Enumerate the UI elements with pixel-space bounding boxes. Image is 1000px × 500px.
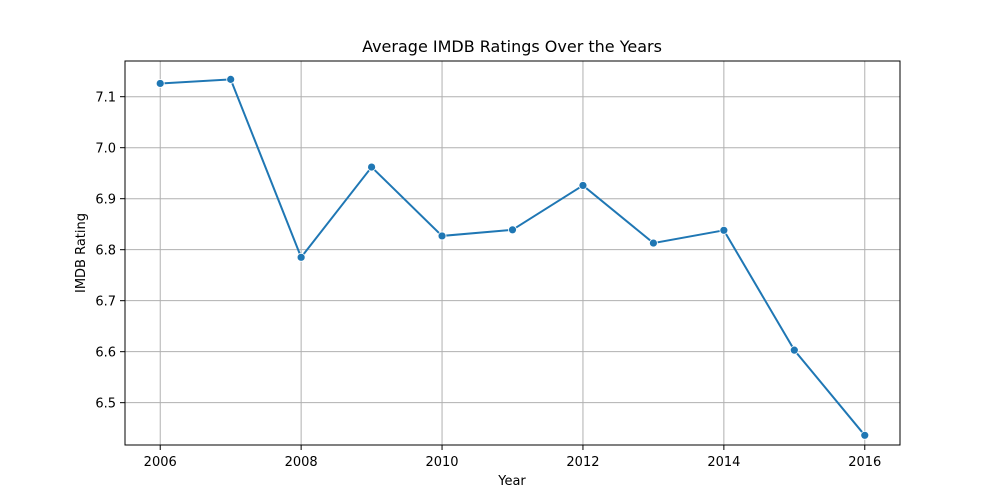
x-tick-label: 2006 xyxy=(144,455,177,470)
data-point xyxy=(789,345,799,355)
series-line xyxy=(160,78,866,436)
y-tick-label: 6.7 xyxy=(95,295,116,310)
data-point xyxy=(508,225,517,235)
data-point xyxy=(367,162,376,172)
data-point xyxy=(860,430,870,440)
series xyxy=(155,74,870,440)
data-point xyxy=(296,252,306,262)
y-tick-label: 6.6 xyxy=(95,346,116,361)
data-point xyxy=(649,238,658,248)
plot-frame xyxy=(124,60,901,446)
y-tick-label: 7.1 xyxy=(95,91,116,106)
y-tick-label: 7.0 xyxy=(95,142,116,157)
y-tick-label: 6.8 xyxy=(95,244,116,259)
y-tick-label: 6.5 xyxy=(95,397,116,412)
data-point xyxy=(578,181,588,190)
data-point xyxy=(155,79,165,88)
x-tick-label: 2012 xyxy=(566,455,599,470)
grid xyxy=(125,61,900,445)
y-tick-label: 6.9 xyxy=(95,193,116,208)
x-tick-label: 2008 xyxy=(285,455,318,470)
data-point xyxy=(226,74,236,84)
data-point xyxy=(719,225,729,235)
data-point xyxy=(437,231,447,241)
x-tick-label: 2016 xyxy=(848,455,881,470)
chart-title: Average IMDB Ratings Over the Years xyxy=(362,37,662,56)
y-axis-label: IMDB Rating xyxy=(74,213,89,293)
axes: 2006 2008 2010 2012 2014 2016 6.5 6.6 6.7 6.8 6.9 7… xyxy=(95,91,881,470)
x-tick-label: 2014 xyxy=(707,455,740,470)
x-axis-label: Year xyxy=(497,474,526,489)
x-tick-label: 2010 xyxy=(425,455,458,470)
